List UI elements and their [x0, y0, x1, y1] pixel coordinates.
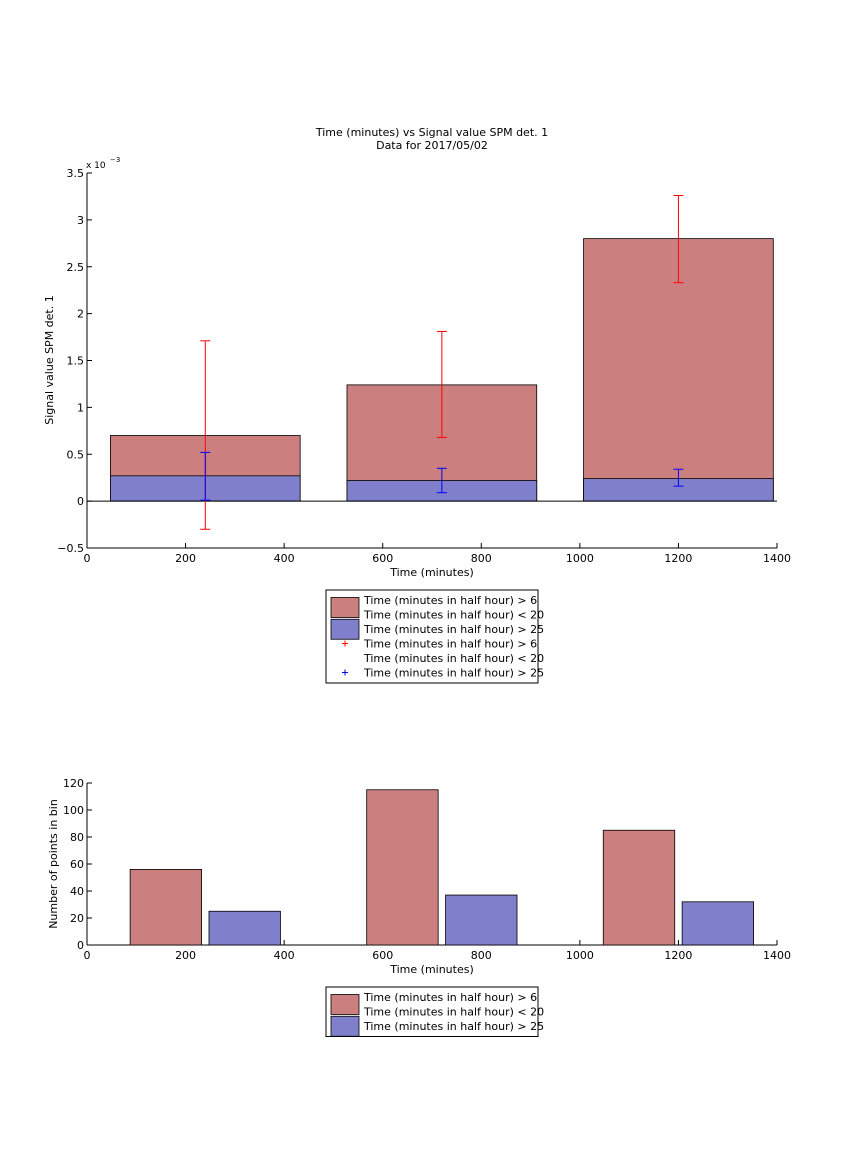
chart1-y-tick-label: 0: [77, 495, 84, 508]
chart1-y-tick-label: 0.5: [67, 448, 85, 461]
chart2-bar-s1-1: [445, 894, 518, 946]
chart2-ylabel: Number of points in bin: [47, 799, 60, 929]
chart1-legend-swatch-0: [330, 597, 360, 618]
chart2-legend-swatch-0: [330, 994, 360, 1015]
chart1-legend-label-2-1: Time (minutes in half hour) < 20: [363, 652, 544, 665]
chart1-exponent-label: x 10: [86, 161, 106, 171]
chart2-x-tick-label: 600: [372, 949, 393, 962]
chart2-x-tick-label: 400: [274, 949, 295, 962]
chart2-xlabel: Time (minutes): [389, 963, 474, 976]
chart1-x-tick-label: 1400: [763, 552, 791, 565]
chart2-x-tick-label: 0: [84, 949, 91, 962]
chart2-y-tick-label: 0: [77, 939, 84, 952]
chart2-y-tick-label: 100: [63, 804, 84, 817]
chart2-y-tick-label: 80: [70, 831, 84, 844]
chart2-bar-s0-1: [366, 789, 439, 946]
chart1-legend-label-2-0: Time (minutes in half hour) > 6: [363, 638, 537, 651]
chart1-legend-label-1-0: Time (minutes in half hour) > 25: [363, 623, 544, 636]
chart1-x-tick-label: 400: [274, 552, 295, 565]
chart2-legend-label-1-0: Time (minutes in half hour) > 25: [363, 1020, 544, 1033]
chart1-y-tick-label: 2: [77, 308, 84, 321]
chart1-x-tick-label: 600: [372, 552, 393, 565]
chart1-exponent-power: −3: [110, 156, 120, 164]
chart1-y-tick-label: 1.5: [67, 355, 85, 368]
chart2-legend-label-0-0: Time (minutes in half hour) > 6: [363, 991, 537, 1004]
chart2-plot-area: 0 200 400 600 800 1000 1200 1400 0 20 40 60 80 100 120: [63, 777, 791, 962]
chart2-y-tick-label: 60: [70, 858, 84, 871]
chart1-x-tick-label: 0: [84, 552, 91, 565]
chart2-x-tick-label: 1400: [763, 949, 791, 962]
chart2-x-tick-label: 200: [175, 949, 196, 962]
chart1-subtitle: Data for 2017/05/02: [376, 139, 488, 152]
chart2-legend-box: [325, 986, 539, 1037]
chart1-x-tick-label: 200: [175, 552, 196, 565]
chart1-title: Time (minutes) vs Signal value SPM det. …: [315, 126, 548, 139]
chart2-bar-s0-2: [602, 829, 676, 946]
chart2-legend-label-0-1: Time (minutes in half hour) < 20: [363, 1006, 544, 1019]
chart1-legend-label-0-0: Time (minutes in half hour) > 6: [363, 594, 537, 607]
chart1-ylabel: Signal value SPM det. 1: [43, 295, 56, 425]
chart2-y-tick-label: 120: [63, 777, 84, 790]
chart1-y-tick-label: −0.5: [57, 542, 84, 555]
chart1-legend-label-0-1: Time (minutes in half hour) < 20: [363, 609, 544, 622]
chart2-bar-s1-0: [208, 910, 281, 946]
chart1-x-tick-label: 1000: [566, 552, 594, 565]
chart1-y-tick-label: 1: [77, 401, 84, 414]
chart1-y-tick-label: 2.5: [67, 261, 85, 274]
chart1-plot-area: 0 200 400 600 800 1000 1200 1400−0.500.511.522.…: [57, 167, 791, 565]
chart2-y-tick-label: 20: [70, 912, 84, 925]
chart2-bar-s1-2: [681, 901, 754, 946]
chart2-x-tick-label: 1000: [566, 949, 594, 962]
chart1-legend-box: [325, 589, 539, 684]
chart1-y-tick-label: 3.5: [67, 167, 85, 180]
chart1-y-tick-label: 3: [77, 214, 84, 227]
chart2-x-tick-label: 800: [471, 949, 492, 962]
chart1-legend-label-3-0: Time (minutes in half hour) > 25: [363, 667, 544, 680]
chart1-x-tick-label: 800: [471, 552, 492, 565]
chart2-legend: Time (minutes in half hour) > 6 Time (min…: [325, 986, 544, 1037]
chart1-legend-swatch-1: [330, 618, 360, 640]
chart2-bar-s0-0: [129, 869, 202, 946]
chart1-x-tick-label: 1200: [664, 552, 692, 565]
chart1-xlabel: Time (minutes): [389, 566, 474, 579]
chart2-legend-swatch-1: [330, 1015, 360, 1037]
chart2-x-tick-label: 1200: [664, 949, 692, 962]
chart2-y-tick-label: 40: [70, 885, 84, 898]
